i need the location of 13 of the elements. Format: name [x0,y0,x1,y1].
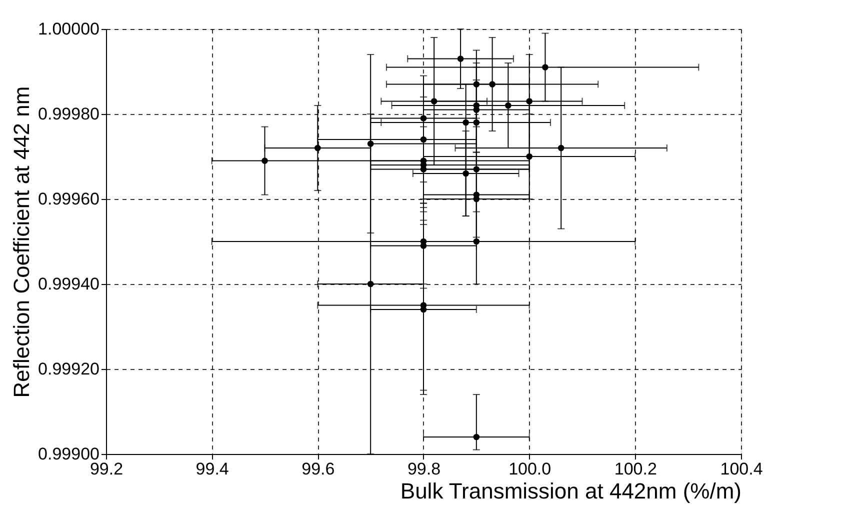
x-axis-title: Bulk Transmission at 442nm (%/m) [400,478,742,504]
x-tick-label: 99.8 [407,460,441,478]
y-tick-label: 0.99920 [38,360,100,378]
x-tick-label: 99.4 [196,460,229,478]
y-tick-label: 1.00000 [38,20,100,38]
y-tick-label: 0.99940 [38,274,100,294]
x-tick-label: 100.4 [720,460,763,478]
x-tick-label: 100.0 [508,460,552,478]
y-tick-label: 0.99980 [38,104,100,124]
x-tick-label: 100.2 [614,460,657,478]
y-axis-title: Reflection Coefficient at 442 nm [9,86,34,398]
y-tick-label: 0.99960 [38,190,100,208]
x-tick-label: 99.6 [302,460,335,478]
